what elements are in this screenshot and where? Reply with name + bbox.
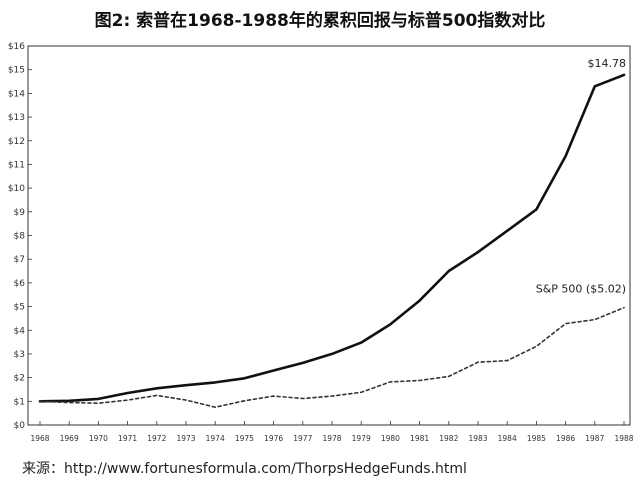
x-tick-label: 1980 — [381, 434, 400, 443]
series-labels: $14.78 S&P 500 ($5.02) — [536, 57, 626, 295]
y-tick-label: $13 — [8, 113, 25, 123]
y-tick-label: $0 — [14, 421, 26, 431]
sp500-return-line — [39, 306, 625, 409]
y-tick-label: $2 — [14, 374, 25, 384]
thorp-cumulative-return-line — [38, 73, 626, 403]
y-tick-label: $4 — [14, 326, 26, 336]
axes: $0 $1 $2 $3 $4 $5 $6 $7 $8 $9 $10 $11 $12 $13 $14 $15 $1… — [8, 42, 634, 443]
x-tick-label: 1975 — [235, 434, 254, 443]
plot-frame — [27, 45, 631, 426]
series-group — [38, 73, 626, 409]
x-tick-label: 1974 — [206, 434, 225, 443]
y-tick-label: $8 — [14, 232, 26, 242]
x-tick-label: 1987 — [585, 434, 604, 443]
x-tick-label: 1985 — [527, 434, 546, 443]
x-tick-label: 1982 — [439, 434, 458, 443]
x-tick-label: 1984 — [498, 434, 517, 443]
x-tick-label: 1981 — [410, 434, 429, 443]
x-tick-label: 1986 — [556, 434, 575, 443]
x-tick-label: 1979 — [352, 434, 371, 443]
y-tick-label: $15 — [8, 66, 25, 76]
x-tick-label: 1988 — [614, 434, 633, 443]
x-tick-label: 1969 — [60, 434, 79, 443]
y-tick-label: $5 — [14, 303, 25, 313]
x-tick-label: 1977 — [293, 434, 312, 443]
source-note: 来源：http://www.fortunesformula.com/Thorps… — [22, 461, 467, 477]
x-tick-label: 1976 — [264, 434, 283, 443]
x-tick-label: 1968 — [30, 434, 49, 443]
y-tick-label: $11 — [8, 160, 25, 170]
y-tick-label: $3 — [14, 350, 25, 360]
chart-title: 图2: 索普在1968-1988年的累积回报与标普500指数对比 — [94, 11, 546, 31]
x-tick-label: 1970 — [89, 434, 108, 443]
x-tick-label: 1978 — [322, 434, 341, 443]
y-tick-label: $14 — [8, 89, 25, 99]
y-tick-label: $12 — [8, 137, 25, 147]
y-tick-label: $16 — [8, 42, 25, 52]
x-tick-label: 1973 — [176, 434, 195, 443]
y-tick-label: $9 — [14, 208, 26, 218]
y-tick-label: $10 — [8, 184, 25, 194]
y-tick-label: $6 — [14, 279, 26, 289]
y-tick-label: $1 — [14, 397, 25, 407]
sp500-series-label: S&P 500 ($5.02) — [536, 282, 626, 295]
x-tick-label: 1972 — [147, 434, 166, 443]
thorp-end-value-label: $14.78 — [588, 57, 627, 70]
x-tick-label: 1983 — [468, 434, 487, 443]
x-tick-label: 1971 — [118, 434, 137, 443]
y-tick-label: $7 — [14, 255, 25, 265]
